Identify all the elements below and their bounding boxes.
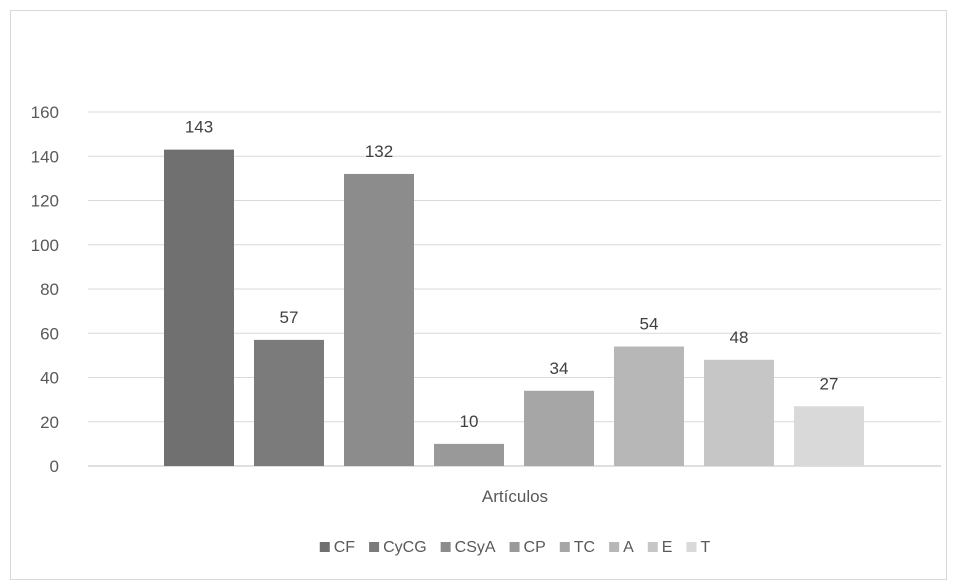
legend-item-a: A	[609, 539, 634, 556]
legend-swatch	[440, 542, 451, 552]
y-tick-label: 60	[40, 324, 59, 343]
legend-label: E	[662, 539, 673, 556]
legend-item-csya: CSyA	[440, 539, 496, 556]
bar-a	[614, 346, 684, 466]
bar-cf	[164, 149, 234, 467]
legend-label: A	[623, 539, 634, 556]
bar-cp	[434, 443, 504, 466]
y-tick-label: 80	[40, 280, 59, 299]
data-label-tc: 34	[550, 359, 569, 378]
y-tick-label: 20	[40, 413, 59, 432]
y-tick-label: 160	[31, 103, 59, 122]
y-tick-label: 140	[31, 147, 59, 166]
y-tick-label: 120	[31, 192, 59, 211]
legend-swatch	[559, 542, 570, 552]
legend-swatch	[686, 542, 697, 552]
data-label-t: 27	[820, 374, 839, 393]
legend-label: CSyA	[455, 539, 496, 556]
legend-label: T	[700, 539, 710, 556]
y-tick-label: 0	[50, 457, 59, 476]
legend-label: CP	[524, 539, 546, 556]
legend-item-tc: TC	[559, 539, 595, 556]
bar-chart: 0 20 40 60 80 100 120 140 160 143 57 132 10 34 54 48 27…	[31, 103, 941, 556]
legend: CF CyCG CSyA CP TC A E T	[319, 539, 710, 556]
legend-item-cf: CF	[319, 539, 356, 556]
bar-e	[704, 359, 774, 466]
y-tick-label: 100	[31, 236, 59, 255]
legend-item-t: T	[686, 539, 710, 556]
y-axis-ticks: 0 20 40 60 80 100 120 140 160	[31, 103, 59, 476]
data-label-e: 48	[730, 328, 749, 347]
data-label-cf: 143	[185, 118, 213, 137]
bar-t	[794, 406, 864, 466]
x-axis-title: Artículos	[482, 487, 548, 506]
bar-tc	[524, 390, 594, 466]
legend-label: TC	[574, 539, 595, 556]
legend-swatch	[609, 542, 620, 552]
chart-frame: 0 20 40 60 80 100 120 140 160 143 57 132 10 34 54 48 27…	[10, 10, 947, 580]
legend-swatch	[369, 542, 380, 552]
legend-swatch	[319, 542, 330, 552]
legend-item-cycg: CyCG	[369, 539, 427, 556]
bar-cycg	[254, 339, 324, 466]
data-label-csya: 132	[365, 142, 393, 161]
data-labels: 143 57 132 10 34 54 48 27	[185, 118, 839, 431]
legend-item-cp: CP	[509, 539, 546, 556]
data-label-cp: 10	[460, 412, 479, 431]
legend-swatch	[647, 542, 658, 552]
legend-label: CF	[334, 539, 356, 556]
bars	[164, 149, 864, 467]
data-label-a: 54	[640, 315, 659, 334]
legend-label: CyCG	[383, 539, 427, 556]
legend-item-e: E	[647, 539, 673, 556]
data-label-cycg: 57	[280, 308, 299, 327]
bar-csya	[344, 173, 414, 466]
legend-swatch	[509, 542, 520, 552]
y-tick-label: 40	[40, 369, 59, 388]
